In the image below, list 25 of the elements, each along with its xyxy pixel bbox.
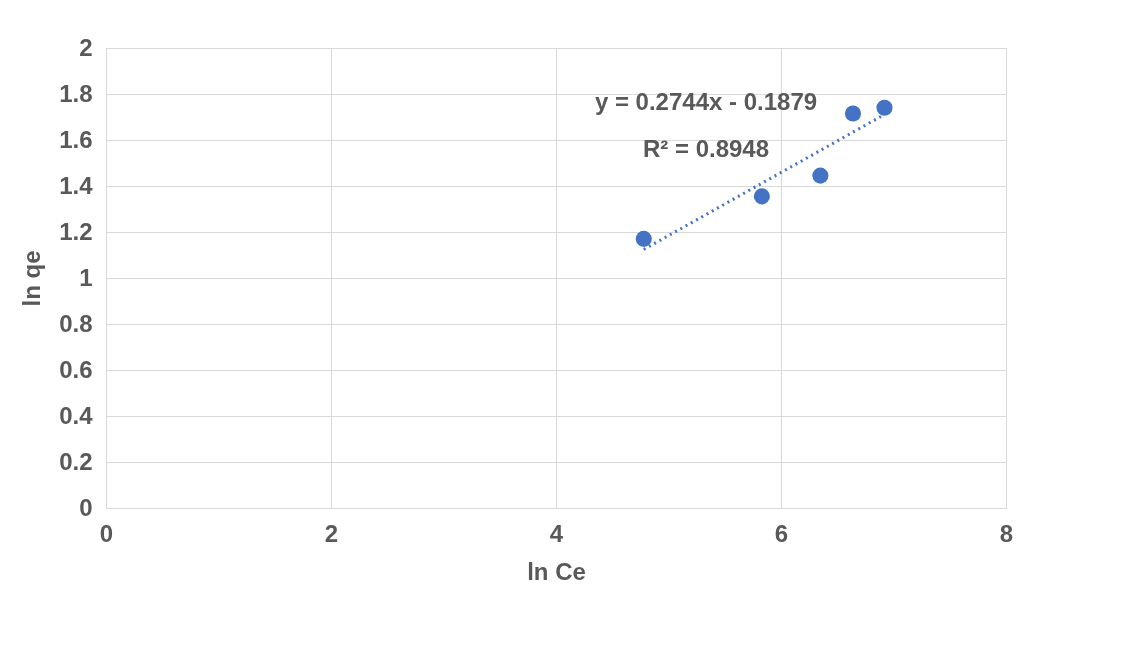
annotation: R² = 0.8948: [642, 135, 770, 162]
point: [812, 167, 829, 184]
x-axis-title: ln Ce: [527, 557, 586, 585]
x-tick-label: 6: [774, 519, 789, 547]
y-tick-label: 0.4: [59, 401, 94, 429]
y-tick-label: 1.4: [59, 171, 94, 199]
y-tick-label: 0: [79, 493, 93, 521]
y-tick-label: 0.6: [59, 355, 93, 383]
y-tick-label: 1: [79, 263, 93, 291]
y-tick-label: 2: [79, 33, 93, 61]
x-tick-label: 4: [549, 519, 564, 547]
x-tick-label: 0: [99, 519, 114, 547]
y-axis-title: ln qe: [18, 250, 46, 307]
y-tick-label: 0.8: [59, 309, 93, 337]
point: [876, 99, 893, 116]
point: [844, 105, 862, 122]
point: [635, 230, 652, 247]
y-tick-label: 0.2: [59, 447, 93, 475]
y-tick-label: 1.2: [59, 217, 93, 245]
annotation: y = 0.2744x - 0.1879: [594, 88, 818, 115]
y-tick-label: 1.8: [59, 79, 93, 107]
x-tick-label: 2: [324, 519, 339, 547]
x-tick-label: 8: [999, 519, 1014, 547]
y-tick-label: 1.6: [59, 125, 93, 153]
point: [753, 188, 770, 205]
